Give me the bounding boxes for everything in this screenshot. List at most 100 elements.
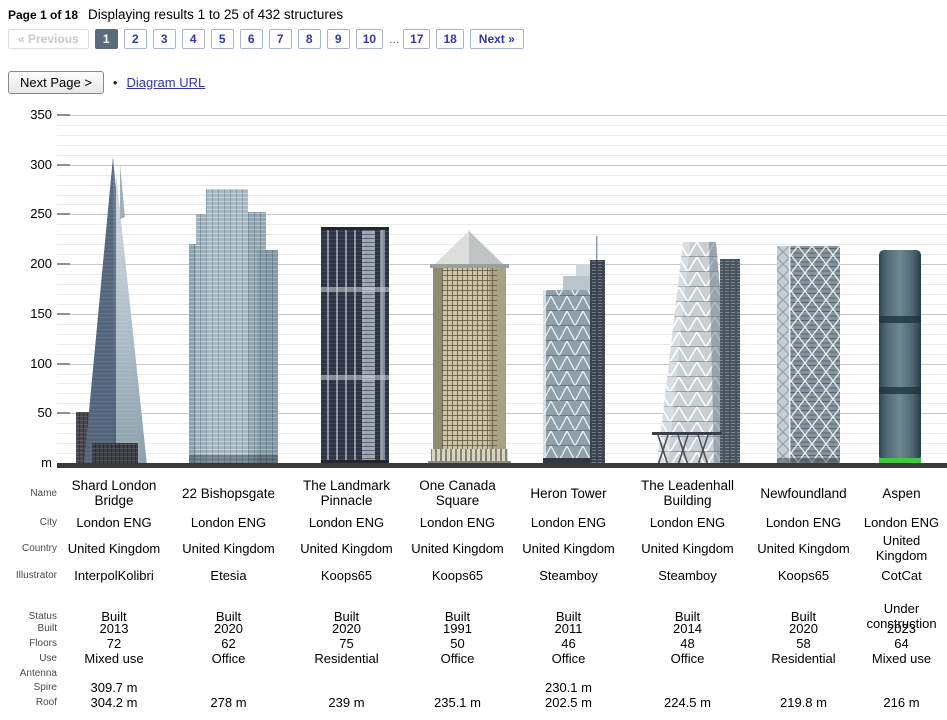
table-row-status: Status Built Built Built Built Built Built Buil… — [0, 601, 947, 631]
table-row-spire: Spire 309.7 m 230.1 m — [0, 680, 947, 695]
page-10-button[interactable]: 10 — [355, 29, 384, 49]
page-2-button[interactable]: 2 — [123, 29, 147, 49]
gridline-230m — [57, 234, 947, 235]
table-row-floors: Floors 72 62 75 50 46 48 58 64 — [0, 636, 947, 651]
landmark-pinnacle-illustration — [321, 227, 389, 465]
cell-city-col4: London ENG — [419, 514, 496, 530]
building-shard-london-bridge[interactable] — [76, 157, 150, 465]
table-row-use: Use Mixed use Office Residential Office Offic… — [0, 651, 947, 666]
gridline-270m — [57, 195, 947, 196]
cell-floors-col7: 58 — [796, 636, 811, 651]
cell-country-col4: United Kingdom — [411, 540, 504, 556]
gridline-260m — [57, 204, 947, 205]
axis-tick-150m — [57, 313, 70, 315]
page-6-button[interactable]: 6 — [239, 29, 263, 49]
cell-illustrator-col7: Koops65 — [777, 567, 830, 583]
page-9-button[interactable]: 9 — [326, 29, 350, 49]
cell-illustrator-col4: Koops65 — [431, 567, 484, 583]
cell-status-col7: Built — [790, 608, 817, 624]
page-ellipsis: ... — [389, 30, 400, 48]
axis-label-200: 200 — [30, 256, 52, 271]
table-row-roof: Roof 304.2 m 278 m 239 m 235.1 m 202.5 m 224.5… — [0, 695, 947, 710]
table-row-built: Built 2013 2020 2020 1991 2011 2014 2020 2023 — [0, 621, 947, 636]
page-5-button[interactable]: 5 — [210, 29, 234, 49]
page-8-button[interactable]: 8 — [297, 29, 321, 49]
ground-baseline — [57, 463, 947, 468]
gridline-220m — [57, 244, 947, 245]
gridline-310m — [57, 155, 947, 156]
building-aspen[interactable] — [879, 250, 921, 465]
row-label-roof: Roof — [35, 697, 57, 708]
cell-country-col6: United Kingdom — [641, 540, 734, 556]
next-link-button[interactable]: Next » — [469, 29, 524, 49]
building-one-canada-square[interactable] — [428, 231, 511, 465]
next-page-button[interactable]: Next Page > — [8, 71, 104, 94]
cell-use-col2: Office — [211, 651, 246, 666]
cell-roof-col8: 216 m — [883, 695, 920, 710]
cell-built-col4: 1991 — [443, 621, 472, 636]
row-label-use: Use — [39, 653, 57, 664]
shard-illustration — [76, 157, 147, 465]
gridline-210m — [57, 254, 947, 255]
cell-roof-col2: 278 m — [210, 695, 247, 710]
row-label-status: Status — [28, 610, 57, 622]
cell-name-col8: Aspen — [882, 485, 921, 501]
axis-label-300: 300 — [30, 157, 52, 172]
height-comparison-diagram: 350 300 250 200 150 100 50 m — [0, 100, 947, 472]
cell-country-col1: United Kingdom — [67, 540, 161, 556]
gridline-350m — [57, 115, 947, 116]
axis-tick-250m — [57, 213, 70, 215]
diagram-url-link[interactable]: Diagram URL — [126, 75, 206, 90]
gridline-340m — [57, 125, 947, 126]
newfoundland-illustration — [777, 246, 840, 465]
cell-use-col1: Mixed use — [84, 651, 144, 666]
cell-use-col8: Mixed use — [871, 651, 932, 666]
cell-status-col1: Built — [101, 608, 127, 624]
cell-country-col7: United Kingdom — [757, 540, 850, 556]
cell-illustrator-col1: InterpolKolibri — [74, 567, 154, 583]
leadenhall-illustration — [652, 242, 740, 465]
results-summary-text: Displaying results 1 to 25 of 432 struct… — [88, 7, 344, 22]
axis-tick-50m — [57, 412, 70, 414]
gridline-330m — [57, 135, 947, 136]
cell-name-col4: One Canada Square — [419, 478, 496, 508]
cell-status-col4: Built — [444, 608, 471, 624]
axis-label-100: 100 — [30, 356, 52, 371]
building-heron-tower[interactable] — [543, 236, 605, 465]
table-row-name: Name Shard London Bridge 22 Bishopsgate The… — [0, 475, 947, 511]
building-landmark-pinnacle[interactable] — [321, 227, 389, 465]
gridline-250m — [57, 214, 947, 215]
gridline-290m — [57, 175, 947, 176]
cell-use-col5: Office — [551, 651, 586, 666]
cell-built-col3: 2020 — [332, 621, 361, 636]
building-leadenhall[interactable] — [652, 242, 744, 465]
cell-use-col4: Office — [440, 651, 475, 666]
gridline-320m — [57, 145, 947, 146]
axis-tick-350m — [57, 114, 70, 116]
cell-spire-col5: 230.1 m — [545, 680, 592, 695]
cell-built-col7: 2020 — [789, 621, 818, 636]
cell-built-col2: 2020 — [214, 621, 243, 636]
cell-name-col1: Shard London Bridge — [71, 478, 157, 508]
row-label-spire: Spire — [33, 682, 57, 693]
cell-built-col1: 2013 — [99, 621, 129, 636]
aspen-illustration — [879, 250, 921, 465]
cell-country-col3: United Kingdom — [300, 540, 393, 556]
page-18-button[interactable]: 18 — [436, 29, 464, 49]
page-4-button[interactable]: 4 — [181, 29, 205, 49]
cell-use-col6: Office — [670, 651, 705, 666]
page-17-button[interactable]: 17 — [403, 29, 431, 49]
cell-built-col5: 2011 — [554, 621, 583, 636]
bullet-separator: • — [112, 75, 118, 90]
page-3-button[interactable]: 3 — [152, 29, 176, 49]
axis-label-50: 50 — [37, 405, 52, 420]
cell-built-col6: 2014 — [673, 621, 702, 636]
building-newfoundland[interactable] — [777, 246, 840, 465]
cell-roof-col3: 239 m — [328, 695, 365, 710]
page-7-button[interactable]: 7 — [268, 29, 292, 49]
cell-name-col2: 22 Bishopsgate — [181, 485, 276, 501]
building-22-bishopsgate[interactable] — [189, 189, 278, 465]
cell-name-col7: Newfoundland — [760, 485, 847, 501]
cell-city-col8: London ENG — [863, 514, 940, 530]
